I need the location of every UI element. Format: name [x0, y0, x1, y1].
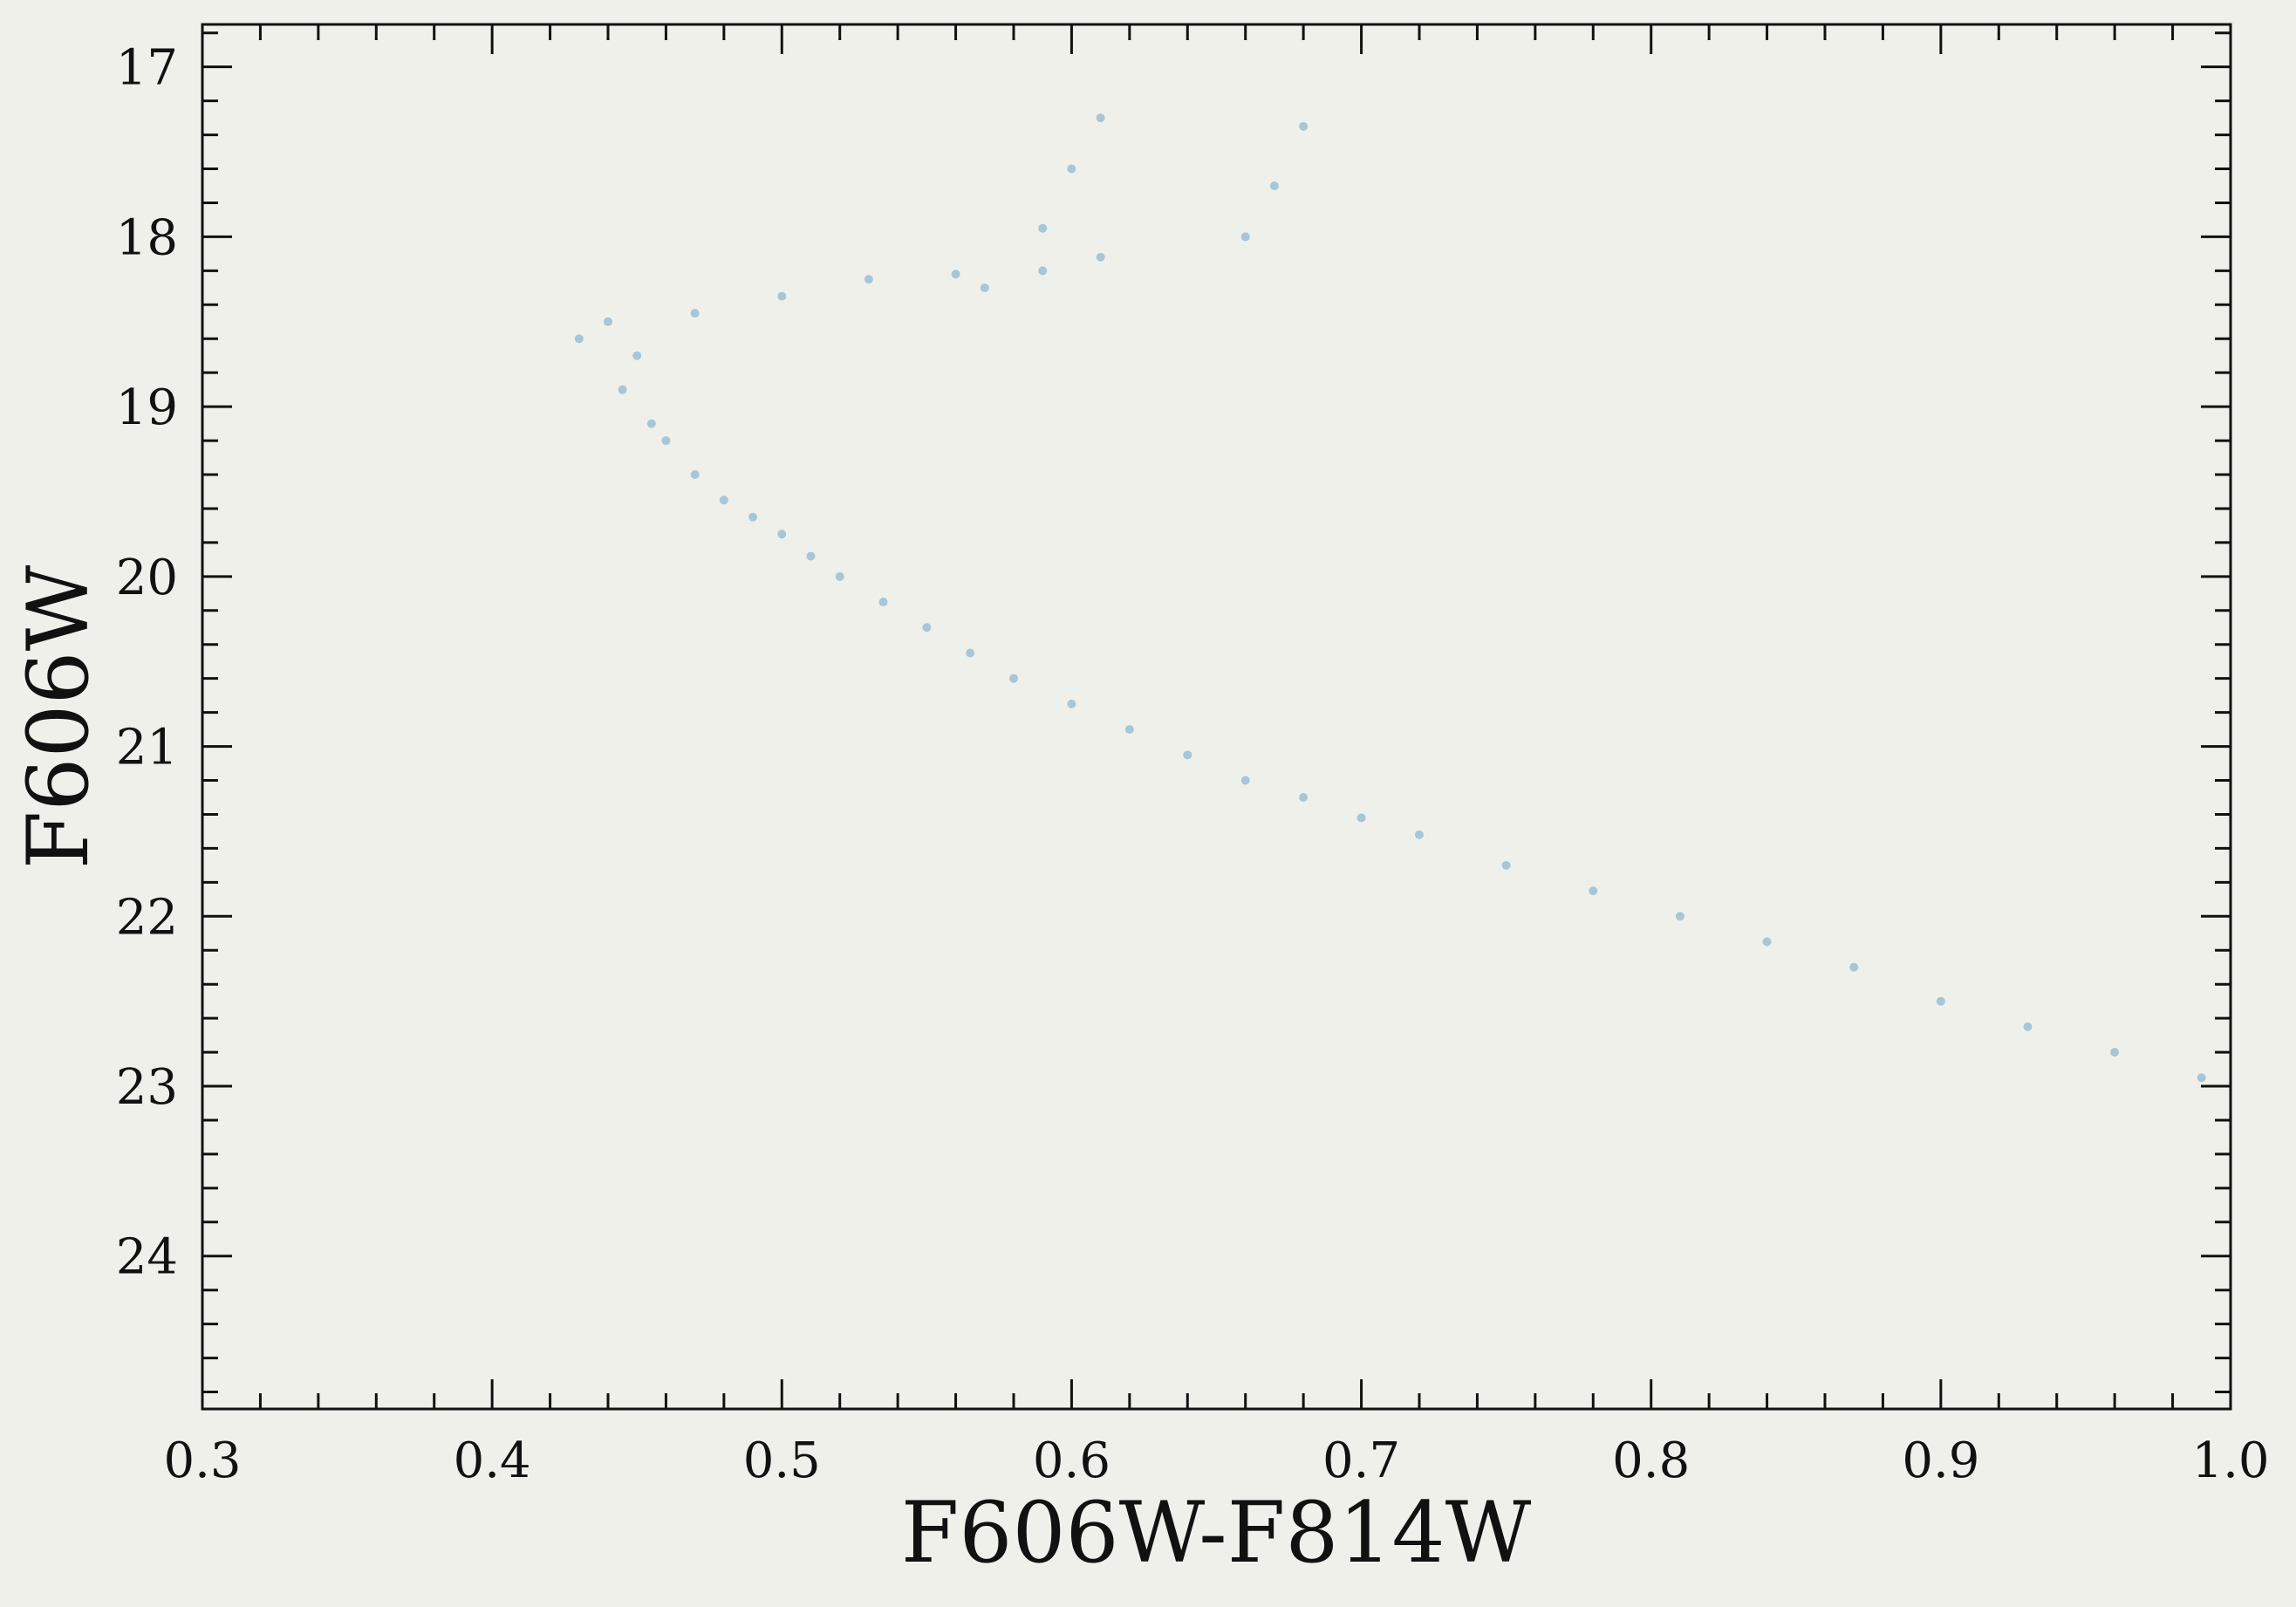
- y-tick-label: 20: [116, 550, 178, 606]
- data-point: [618, 385, 627, 394]
- data-point: [1240, 232, 1250, 242]
- x-tick-label: 0.9: [1902, 1433, 1979, 1489]
- data-point: [777, 530, 787, 539]
- data-point: [1299, 792, 1309, 802]
- data-point: [864, 275, 873, 284]
- data-point: [661, 436, 671, 446]
- data-point: [1124, 725, 1134, 735]
- data-point: [806, 551, 816, 561]
- data-point: [2197, 1073, 2206, 1083]
- x-tick-label: 0.6: [1033, 1433, 1110, 1489]
- y-tick-label: 21: [116, 720, 178, 776]
- data-point: [1356, 813, 1366, 823]
- data-point: [980, 283, 989, 292]
- data-points: [574, 113, 2206, 1083]
- data-point: [1415, 830, 1424, 839]
- y-tick-label: 19: [116, 380, 178, 436]
- y-tick-label: 22: [116, 889, 178, 946]
- data-point: [878, 598, 888, 607]
- data-point: [1501, 860, 1511, 870]
- data-point: [1183, 750, 1192, 760]
- data-point: [777, 291, 787, 301]
- data-point: [1589, 886, 1598, 896]
- data-point: [2023, 1022, 2033, 1031]
- data-point: [1936, 996, 1945, 1006]
- data-point: [690, 470, 700, 480]
- data-point: [1067, 699, 1076, 708]
- data-point: [1038, 266, 1048, 276]
- data-point: [574, 334, 584, 344]
- data-point: [632, 351, 642, 360]
- x-tick-label: 0.4: [454, 1433, 531, 1489]
- data-point: [719, 496, 728, 505]
- x-axis-title: F606W-F814W: [901, 1484, 1532, 1582]
- data-point: [604, 317, 612, 326]
- data-point: [1762, 937, 1772, 947]
- data-point: [690, 309, 700, 318]
- y-tick-label: 24: [116, 1229, 178, 1286]
- y-axis-title: F606W: [10, 564, 107, 869]
- data-point: [1096, 252, 1105, 262]
- data-point: [1240, 776, 1250, 785]
- x-tick-label: 1.0: [2191, 1433, 2269, 1489]
- data-point: [1096, 113, 1105, 123]
- y-tick-label: 17: [116, 40, 178, 97]
- data-point: [922, 623, 932, 633]
- data-point: [1067, 164, 1076, 174]
- y-tick-label: 18: [116, 209, 178, 266]
- x-tick-label: 0.5: [743, 1433, 821, 1489]
- data-point: [951, 270, 960, 279]
- y-tick-label: 23: [116, 1059, 178, 1116]
- axis-ticks: 0.3 0.4 0.5 0.6 0.7 0.8 0.9 1.0 17 18 19 20 21 22 23 24: [116, 24, 2270, 1489]
- x-tick-label: 0.8: [1612, 1433, 1690, 1489]
- plot-frame: [201, 23, 2232, 1411]
- data-point: [1009, 674, 1018, 683]
- data-point: [1269, 181, 1279, 190]
- x-tick-label: 0.7: [1322, 1433, 1400, 1489]
- data-point: [1299, 121, 1309, 131]
- data-point: [835, 571, 844, 581]
- data-point: [1038, 223, 1048, 233]
- data-point: [748, 512, 758, 522]
- x-tick-label: 0.3: [163, 1433, 241, 1489]
- data-point: [1675, 912, 1684, 921]
- data-point: [646, 419, 656, 428]
- data-point: [966, 648, 975, 658]
- data-point: [1849, 962, 1859, 972]
- data-point: [2110, 1048, 2120, 1057]
